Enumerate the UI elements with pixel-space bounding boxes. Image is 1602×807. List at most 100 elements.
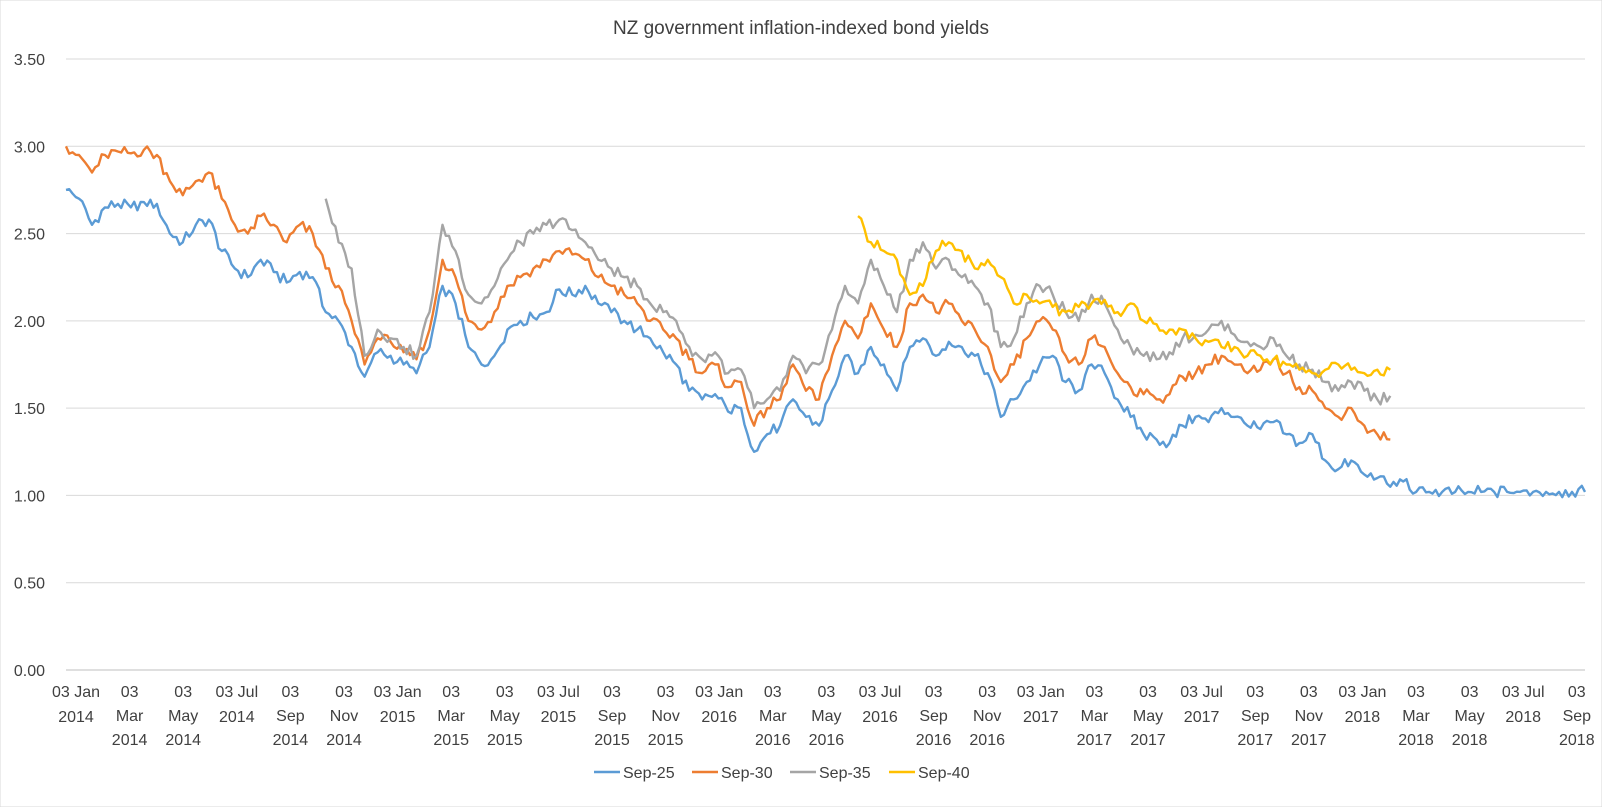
x-tick-line: 03 xyxy=(1086,684,1104,701)
x-tick-line: 2016 xyxy=(916,732,952,749)
x-tick-line: 03 xyxy=(603,684,621,701)
legend-label: Sep-25 xyxy=(623,765,675,782)
x-tick-label: 03 Sep 2017 xyxy=(1237,684,1273,749)
x-tick-label: 03 Jul 2017 xyxy=(1180,684,1223,726)
x-tick-line: 03 Jul xyxy=(859,684,902,701)
x-tick-line: 03 xyxy=(764,684,782,701)
x-tick-label: 03 Mar 2015 xyxy=(433,684,469,749)
x-tick-line: 2016 xyxy=(809,732,845,749)
x-tick-line: May xyxy=(1454,708,1484,725)
x-tick-label: 03 May 2018 xyxy=(1452,684,1488,749)
x-tick-line: 03 xyxy=(442,684,460,701)
x-tick-line: Sep xyxy=(919,708,948,725)
y-tick-label: 1.50 xyxy=(14,401,45,418)
x-tick-line: 03 xyxy=(174,684,192,701)
x-tick-line: 03 xyxy=(1407,684,1425,701)
x-tick-line: 03 xyxy=(496,684,514,701)
x-tick-label: 03 Jul 2014 xyxy=(215,684,258,726)
y-tick-label: 2.00 xyxy=(14,314,45,331)
x-tick-line: Sep xyxy=(1563,708,1592,725)
x-tick-line: Mar xyxy=(1081,708,1109,725)
x-tick-line: 2014 xyxy=(273,732,309,749)
y-tick-label: 3.50 xyxy=(14,52,45,69)
x-tick-line: 2014 xyxy=(219,709,255,726)
series-line-sep-30 xyxy=(64,145,1391,441)
x-tick-line: Mar xyxy=(116,708,144,725)
legend: Sep-25 Sep-30 Sep-35 Sep-40 xyxy=(594,765,970,782)
x-tick-label: 03 Jul 2015 xyxy=(537,684,580,726)
x-tick-line: 2018 xyxy=(1345,709,1381,726)
x-tick-line: 2015 xyxy=(433,732,469,749)
x-tick-line: 03 Jul xyxy=(537,684,580,701)
x-tick-line: 2014 xyxy=(112,732,148,749)
x-tick-line: 2017 xyxy=(1023,709,1059,726)
x-tick-line: 2016 xyxy=(701,709,737,726)
x-tick-label: 03 Mar 2018 xyxy=(1398,684,1434,749)
x-tick-line: Nov xyxy=(1295,708,1323,725)
legend-label: Sep-35 xyxy=(819,765,871,782)
x-tick-line: 03 Jul xyxy=(1502,684,1545,701)
chart-title: NZ government inflation-indexed bond yie… xyxy=(613,18,989,39)
x-tick-line: 2017 xyxy=(1184,709,1220,726)
y-tick-label: 0.50 xyxy=(14,576,45,593)
x-tick-line: 2018 xyxy=(1505,709,1541,726)
x-tick-line: 2017 xyxy=(1237,732,1273,749)
x-tick-label: 03 May 2017 xyxy=(1130,684,1166,749)
x-tick-label: 03 Jan 2015 xyxy=(374,684,422,726)
x-tick-line: 03 xyxy=(657,684,675,701)
legend-item-sep-25: Sep-25 xyxy=(594,765,675,782)
gridlines xyxy=(66,58,1585,671)
x-tick-line: Nov xyxy=(973,708,1001,725)
series-line-sep-40 xyxy=(857,215,1391,379)
x-tick-line: 2015 xyxy=(487,732,523,749)
x-tick-line: 2016 xyxy=(755,732,791,749)
x-tick-label: 03 Nov 2017 xyxy=(1291,684,1327,749)
x-tick-line: 03 xyxy=(121,684,139,701)
legend-item-sep-30: Sep-30 xyxy=(692,765,773,782)
legend-item-sep-35: Sep-35 xyxy=(790,765,871,782)
x-tick-label: 03 Nov 2015 xyxy=(648,684,684,749)
x-tick-label: 03 May 2015 xyxy=(487,684,523,749)
x-tick-label: 03 May 2016 xyxy=(809,684,845,749)
y-axis-ticks: 0.00 0.50 1.00 1.50 2.00 2.50 3.00 3.50 xyxy=(14,52,45,680)
x-tick-line: 03 xyxy=(818,684,836,701)
x-tick-line: 2016 xyxy=(969,732,1005,749)
y-tick-label: 2.50 xyxy=(14,227,45,244)
x-tick-line: 03 Jan xyxy=(695,684,743,701)
x-tick-label: 03 May 2014 xyxy=(165,684,201,749)
legend-label: Sep-40 xyxy=(918,765,970,782)
x-tick-line: 2018 xyxy=(1398,732,1434,749)
x-tick-line: Sep xyxy=(276,708,305,725)
x-tick-line: 03 Jan xyxy=(52,684,100,701)
x-tick-line: Mar xyxy=(1402,708,1430,725)
x-tick-line: Mar xyxy=(437,708,465,725)
x-tick-line: 03 Jul xyxy=(1180,684,1223,701)
x-tick-line: 03 xyxy=(925,684,943,701)
y-tick-label: 0.00 xyxy=(14,663,45,680)
x-tick-label: 03 Mar 2016 xyxy=(755,684,791,749)
x-tick-line: Sep xyxy=(598,708,627,725)
x-tick-line: 2015 xyxy=(594,732,630,749)
x-tick-line: 03 xyxy=(1568,684,1586,701)
x-tick-line: 2014 xyxy=(165,732,201,749)
x-tick-label: 03 Sep 2015 xyxy=(594,684,630,749)
x-tick-line: 03 xyxy=(1246,684,1264,701)
x-tick-label: 03 Jan 2017 xyxy=(1017,684,1065,726)
x-tick-label: 03 Mar 2017 xyxy=(1077,684,1113,749)
x-tick-line: 03 Jan xyxy=(374,684,422,701)
series-line-sep-25 xyxy=(65,187,1587,499)
x-tick-label: 03 Sep 2014 xyxy=(273,684,309,749)
legend-label: Sep-30 xyxy=(721,765,773,782)
x-tick-line: 2015 xyxy=(380,709,416,726)
x-tick-line: 2014 xyxy=(58,709,94,726)
x-tick-line: 2018 xyxy=(1452,732,1488,749)
legend-item-sep-40: Sep-40 xyxy=(889,765,970,782)
x-tick-line: 03 xyxy=(1139,684,1157,701)
x-tick-line: Sep xyxy=(1241,708,1270,725)
x-tick-label: 03 Sep 2016 xyxy=(916,684,952,749)
x-tick-label: 03 Nov 2014 xyxy=(326,684,362,749)
x-tick-line: 2016 xyxy=(862,709,898,726)
x-tick-label: 03 Jul 2018 xyxy=(1502,684,1545,726)
x-tick-line: Mar xyxy=(759,708,787,725)
